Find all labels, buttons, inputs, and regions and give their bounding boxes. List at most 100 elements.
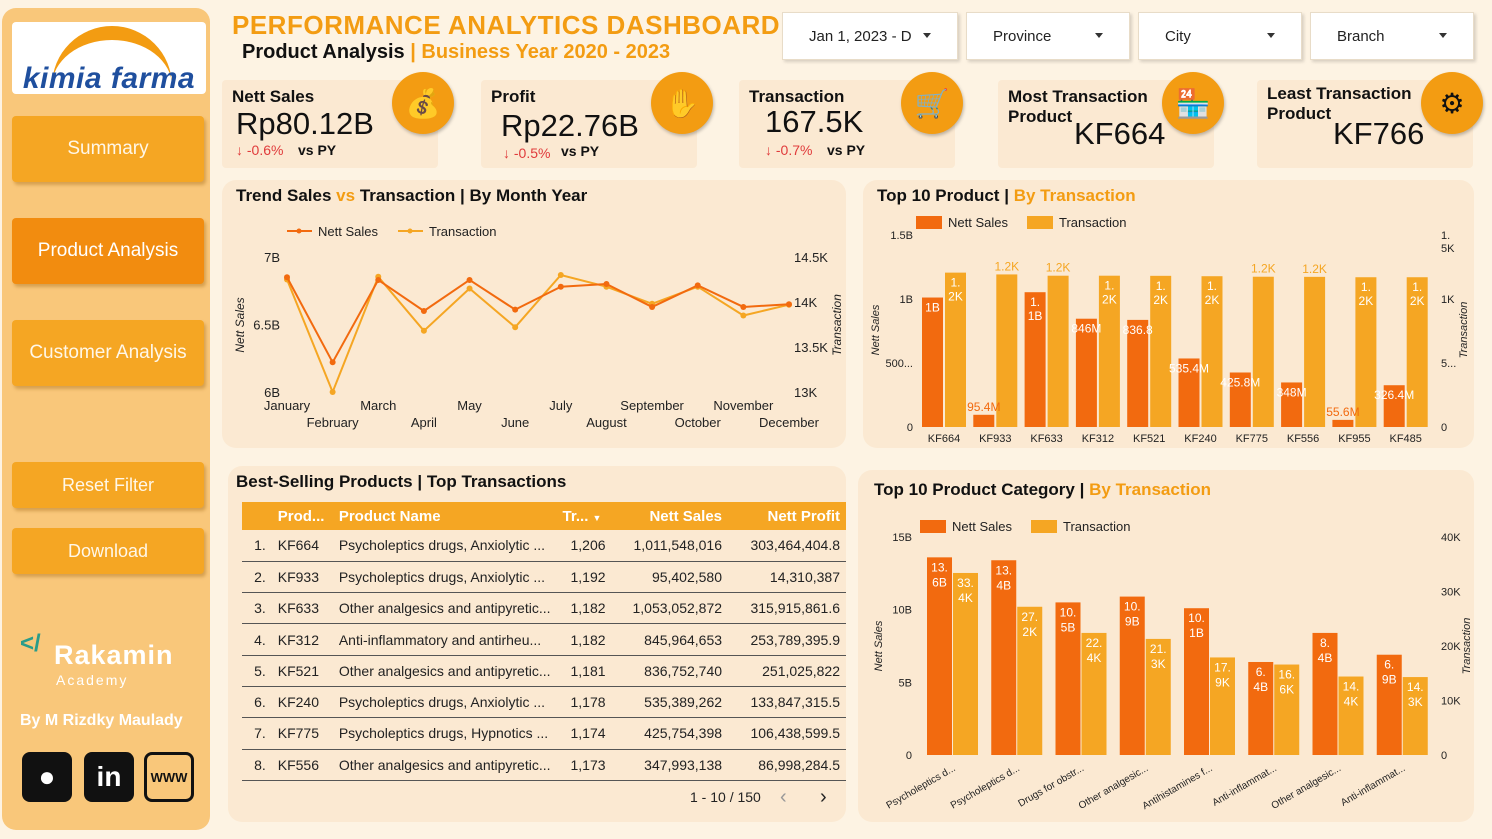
kpi-most-transaction: Most Transaction Product KF664 🏪 <box>998 72 1224 168</box>
date-range-filter[interactable]: Jan 1, 2023 - D <box>782 12 958 60</box>
data-label-transaction: 6K <box>1279 683 1294 697</box>
kpi-nett-sales: Nett Sales Rp80.12B ↓ -0.6% vs PY 💰 <box>222 72 454 168</box>
x-tick-label: Other analgesic... <box>1270 763 1343 812</box>
y2-tick-label: 5... <box>1441 358 1456 370</box>
website-icon[interactable]: WWW <box>144 752 194 802</box>
bar-nett-sales <box>1312 632 1338 755</box>
x-tick-label: KF775 <box>1236 433 1268 445</box>
linkedin-icon[interactable]: in <box>84 752 134 802</box>
header-nett-sales[interactable]: Nett Sales <box>611 502 729 530</box>
nav-summary-button[interactable]: Summary <box>12 116 204 182</box>
nav-customer-analysis-button[interactable]: Customer Analysis <box>12 320 204 386</box>
chevron-right-icon[interactable]: › <box>820 786 827 808</box>
row-index: 3. <box>242 592 272 625</box>
bar-transaction <box>1150 275 1172 427</box>
y-tick-label: 0 <box>907 422 913 434</box>
branch-value: Branch <box>1337 27 1385 45</box>
top-category-title: Top 10 Product Category | By Transaction <box>874 480 1211 499</box>
header-transaction[interactable]: Tr... ▼ <box>556 502 612 530</box>
city-value: City <box>1165 27 1191 45</box>
data-label-nett-sales: 326.4M <box>1374 388 1414 402</box>
y2-tick-label: 30K <box>1441 587 1461 599</box>
nav-product-analysis-button[interactable]: Product Analysis <box>12 218 204 284</box>
y2-axis-label: Transaction <box>830 294 844 356</box>
table-row[interactable]: 7. KF775 Psycholeptics drugs, Hypnotics ..… <box>242 717 846 750</box>
data-label-nett-sales: 10. <box>1060 605 1077 619</box>
bar-nett-sales <box>1075 318 1097 427</box>
x-tick-label: Psycholeptics d... <box>885 763 958 811</box>
data-label-nett-sales: 6. <box>1384 658 1394 672</box>
data-label-transaction: 3K <box>1408 695 1423 709</box>
bar-transaction <box>1406 277 1428 427</box>
data-label-transaction: 17. <box>1214 660 1231 674</box>
kpi-label: Least Transaction Product <box>1267 84 1412 123</box>
data-point-nett-sales <box>786 301 792 308</box>
bar-transaction <box>1304 276 1326 427</box>
city-filter[interactable]: City <box>1138 12 1302 60</box>
x-tick-label: March <box>360 398 396 413</box>
row-product-id: KF633 <box>271 592 333 625</box>
x-tick-label: May <box>457 398 482 413</box>
data-point-transaction <box>466 285 473 292</box>
table-row[interactable]: 8. KF556 Other analgesics and antipyretic.… <box>242 749 846 781</box>
bar-nett-sales <box>1119 596 1145 755</box>
reset-filter-button[interactable]: Reset Filter <box>12 462 204 508</box>
table-row[interactable]: 4. KF312 Anti-inflammatory and antirheu...… <box>242 623 846 656</box>
row-product-id: KF312 <box>271 623 333 656</box>
kimia-farma-logo: kimia farma <box>12 22 206 95</box>
data-point-transaction <box>557 272 564 278</box>
y-axis-label: Nett Sales <box>873 620 885 671</box>
bar-transaction <box>1098 275 1120 427</box>
chevron-left-icon[interactable]: ‹ <box>780 786 787 808</box>
y2-tick-label: 14K <box>794 295 817 310</box>
x-tick-label: December <box>759 415 820 430</box>
kpi-value: 167.5K <box>765 104 864 139</box>
github-icon[interactable]: ● <box>22 752 72 802</box>
y2-tick-label: 0 <box>1441 750 1447 762</box>
y-tick-label: 10B <box>892 605 912 617</box>
row-nett-sales: 425,754,398 <box>611 717 729 750</box>
kpi-vs: vs PY <box>827 142 866 158</box>
row-product-name: Other analgesics and antipyretic... <box>332 655 557 687</box>
data-label-nett-sales: 4B <box>1318 651 1333 665</box>
chevron-down-icon <box>923 33 931 38</box>
header-product-id[interactable]: Prod... <box>271 502 333 530</box>
best-selling-table: Prod... Product Name Tr... ▼ Nett Sales … <box>242 502 846 781</box>
top-product-title: Top 10 Product | By Transaction <box>877 186 1136 205</box>
table-row[interactable]: 2. KF933 Psycholeptics drugs, Anxiolytic .… <box>242 561 846 594</box>
kpi-delta: ↓ -0.7% <box>765 142 813 158</box>
row-nett-sales: 95,402,580 <box>611 561 729 594</box>
kpi-least-transaction: Least Transaction Product KF766 ⚙ <box>1257 72 1483 168</box>
table-row[interactable]: 1. KF664 Psycholeptics drugs, Anxiolytic .… <box>242 530 846 562</box>
row-nett-profit: 315,915,861.6 <box>728 592 846 625</box>
data-label-nett-sales: 1B <box>1028 309 1043 323</box>
row-nett-sales: 347,993,138 <box>611 749 729 781</box>
download-button[interactable]: Download <box>12 528 204 574</box>
table-row[interactable]: 3. KF633 Other analgesics and antipyretic.… <box>242 592 846 625</box>
bar-nett-sales <box>1248 661 1274 755</box>
legend-swatch-nett-sales <box>916 216 942 229</box>
data-point-nett-sales <box>694 282 701 289</box>
data-label-nett-sales: 8. <box>1320 636 1330 650</box>
province-filter[interactable]: Province <box>966 12 1130 60</box>
data-label-transaction: 2K <box>1359 294 1374 308</box>
x-tick-label: August <box>586 415 627 430</box>
bar-transaction <box>945 272 966 427</box>
table-row[interactable]: 6. KF240 Psycholeptics drugs, Anxiolytic .… <box>242 686 846 719</box>
data-label-nett-sales: 1. <box>1030 295 1040 309</box>
kpi-transaction: Transaction 167.5K ↓ -0.7% vs PY 🛒 <box>739 72 963 168</box>
subtitle-period: Business Year 2020 - 2023 <box>421 41 671 63</box>
branch-filter[interactable]: Branch <box>1310 12 1474 60</box>
legend-swatch-nett-sales <box>920 520 946 533</box>
table-row[interactable]: 5. KF521 Other analgesics and antipyretic.… <box>242 655 846 687</box>
x-tick-label: KF485 <box>1389 433 1421 445</box>
row-nett-profit: 253,789,395.9 <box>728 623 846 656</box>
table-title: Best-Selling Products | Top Transactions <box>236 472 567 491</box>
bar-transaction <box>1274 664 1300 755</box>
bar-transaction <box>1338 676 1364 755</box>
header-nett-profit[interactable]: Nett Profit <box>728 502 846 530</box>
header-product-name[interactable]: Product Name <box>332 502 557 530</box>
row-product-name: Anti-inflammatory and antirheu... <box>332 623 557 656</box>
data-label-transaction: 16. <box>1278 668 1295 682</box>
data-label-transaction: 2K <box>948 290 963 304</box>
